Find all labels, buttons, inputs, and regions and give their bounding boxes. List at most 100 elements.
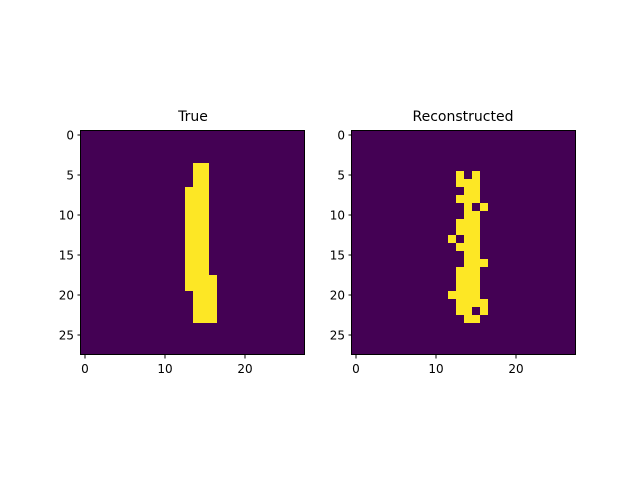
x-tick-label: 0	[81, 362, 89, 376]
heatmap-cell	[464, 203, 472, 211]
heatmap-cell	[193, 291, 201, 299]
heatmap-cell	[201, 315, 209, 323]
heatmap-cell	[193, 163, 201, 171]
heatmap-cell	[193, 219, 201, 227]
heatmap-cell	[185, 275, 193, 283]
heatmap-cell	[193, 267, 201, 275]
heatmap-cell	[201, 251, 209, 259]
heatmap-cell	[193, 259, 201, 267]
heatmap-cell	[201, 179, 209, 187]
heatmap-cell	[209, 291, 217, 299]
x-tick-label: 0	[352, 362, 360, 376]
heatmap-cell	[201, 235, 209, 243]
heatmap-cell	[456, 299, 464, 307]
heatmap-cell	[193, 307, 201, 315]
x-tick-label: 20	[237, 362, 252, 376]
heatmap-cell	[456, 179, 464, 187]
heatmap-cell	[193, 299, 201, 307]
heatmap-cell	[464, 299, 472, 307]
heatmap-cell	[185, 187, 193, 195]
y-tick-label: 5	[66, 169, 74, 183]
heatmap-cell	[472, 187, 480, 195]
panel-reconstructed: Reconstructed 0 10 20 0 5 10 15 20 25	[330, 109, 576, 376]
y-tick-label: 0	[66, 129, 74, 143]
heatmap-cell	[472, 251, 480, 259]
heatmap-cell	[464, 275, 472, 283]
heatmap-cell	[201, 307, 209, 315]
heatmap-cell	[472, 243, 480, 251]
heatmap-cell	[464, 283, 472, 291]
heatmap-cell	[456, 195, 464, 203]
y-tick-label: 25	[330, 329, 345, 343]
heatmap-cell	[201, 203, 209, 211]
heatmap-cell	[464, 243, 472, 251]
heatmap-cell	[472, 259, 480, 267]
y-tick-label: 10	[59, 209, 74, 223]
heatmap-cell	[464, 179, 472, 187]
heatmap-cell	[193, 195, 201, 203]
heatmap-cell	[472, 171, 480, 179]
heatmap-cell	[193, 171, 201, 179]
heatmap-cell	[201, 219, 209, 227]
y-axis-reconstructed: 0 5 10 15 20 25	[330, 129, 352, 343]
heatmap-cell	[464, 235, 472, 243]
heatmap-cell	[464, 227, 472, 235]
x-tick-label: 10	[428, 362, 443, 376]
heatmap-cell	[480, 259, 488, 267]
panel-true: True 0 10 20 0 5 10 15 20 25	[59, 109, 305, 376]
y-tick-label: 20	[59, 289, 74, 303]
y-tick-label: 0	[337, 129, 345, 143]
heatmap-cell	[193, 211, 201, 219]
heatmap-cell	[185, 259, 193, 267]
heatmap-cell	[472, 195, 480, 203]
x-axis-true: 0 10 20	[81, 355, 253, 376]
heatmap-cell	[464, 219, 472, 227]
heatmap-cell	[209, 275, 217, 283]
heatmap-cell	[456, 283, 464, 291]
heatmap-cell	[472, 267, 480, 275]
heatmap-true	[81, 131, 305, 355]
heatmap-cell	[193, 243, 201, 251]
heatmap-cell	[185, 203, 193, 211]
heatmap-cell	[472, 291, 480, 299]
heatmap-cell	[193, 179, 201, 187]
heatmap-cell	[464, 307, 472, 315]
heatmap-cell	[209, 299, 217, 307]
heatmap-cell	[448, 235, 456, 243]
heatmap-cell	[193, 315, 201, 323]
heatmap-cell	[185, 243, 193, 251]
heatmap-cell	[209, 307, 217, 315]
heatmap-cell	[201, 163, 209, 171]
heatmap-cell	[464, 187, 472, 195]
heatmap-cell	[193, 235, 201, 243]
heatmap-cell	[464, 195, 472, 203]
heatmap-cell	[201, 211, 209, 219]
heatmap-cell	[201, 259, 209, 267]
y-tick-label: 20	[330, 289, 345, 303]
heatmap-cell	[185, 251, 193, 259]
heatmap-cell	[456, 227, 464, 235]
heatmap-cell	[193, 203, 201, 211]
heatmap-cell	[201, 291, 209, 299]
heatmap-cell	[472, 315, 480, 323]
heatmap-cell	[201, 275, 209, 283]
x-tick-label: 20	[508, 362, 523, 376]
heatmap-cell	[201, 187, 209, 195]
heatmap-cell	[209, 315, 217, 323]
x-axis-reconstructed: 0 10 20	[352, 355, 524, 376]
heatmap-cell	[209, 283, 217, 291]
heatmap-cell	[464, 267, 472, 275]
heatmap-cell	[201, 227, 209, 235]
heatmap-cell	[464, 259, 472, 267]
heatmap-cell	[185, 195, 193, 203]
axes-frame-true	[80, 130, 305, 355]
heatmap-cell	[456, 291, 464, 299]
y-tick-label: 15	[330, 249, 345, 263]
heatmap-cell	[480, 203, 488, 211]
heatmap-cell	[201, 171, 209, 179]
heatmap-cell	[472, 227, 480, 235]
x-tick-label: 10	[157, 362, 172, 376]
panel-title-true: True	[177, 109, 208, 125]
heatmap-cell	[193, 275, 201, 283]
